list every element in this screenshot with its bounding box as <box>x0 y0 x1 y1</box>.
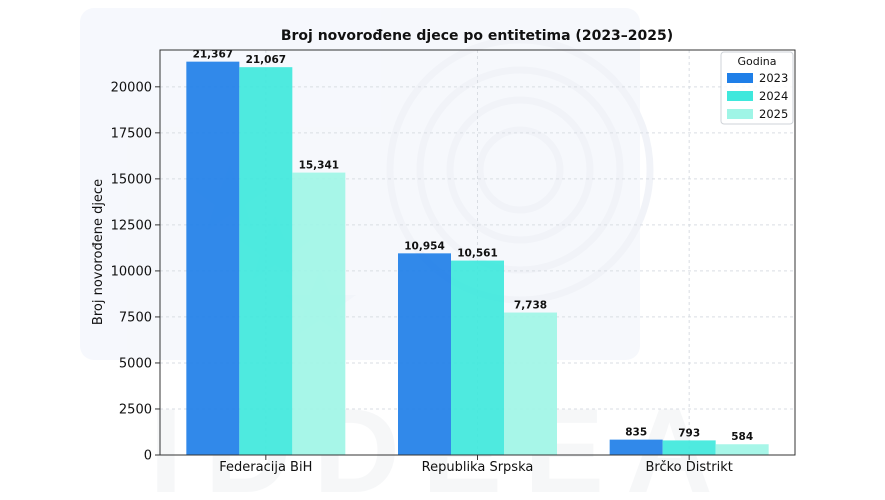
data-label: 584 <box>731 431 753 443</box>
y-tick-label: 5000 <box>119 356 152 371</box>
legend-swatch-2024 <box>727 91 753 101</box>
y-tick-label: 15000 <box>111 172 152 187</box>
legend-box <box>720 51 794 125</box>
legend-swatch-2023 <box>727 73 753 83</box>
y-tick-label: 17500 <box>111 126 152 141</box>
data-label: 10,561 <box>457 248 498 260</box>
bar-2023-0 <box>186 61 240 455</box>
y-tick-label: 12500 <box>111 218 152 233</box>
y-tick-label: 0 <box>144 449 152 464</box>
bars <box>186 61 769 456</box>
legend-swatch-2025 <box>727 109 753 119</box>
legend: Godina 2023 2024 2025 <box>720 51 794 125</box>
data-labels: 21,367 21,067 15,341 10,954 10,561 7,738 835 79… <box>193 49 754 444</box>
plot-frame <box>159 49 796 456</box>
y-tick-label: 7500 <box>119 310 152 325</box>
y-tick-label: 20000 <box>111 80 152 95</box>
legend-label: 2025 <box>759 107 788 121</box>
data-label: 793 <box>678 427 700 439</box>
bar-2025-2 <box>715 444 769 455</box>
bar-2024-0 <box>239 67 293 455</box>
y-tick-label: 10000 <box>111 264 152 279</box>
x-tick-label: Federacija BiH <box>219 460 312 475</box>
y-tick-label: 2500 <box>119 402 152 417</box>
bar-2023-1 <box>398 253 451 455</box>
x-tick-label: Republika Srpska <box>422 460 534 475</box>
legend-title: Godina <box>737 55 776 68</box>
bar-2023-2 <box>609 439 663 455</box>
x-tick-label: Brčko Distrikt <box>645 460 732 475</box>
bar-2024-2 <box>662 440 716 455</box>
bar-2025-1 <box>504 312 557 455</box>
bar-2024-1 <box>451 260 504 455</box>
data-label: 21,067 <box>246 54 287 66</box>
data-label: 835 <box>625 427 647 439</box>
data-label: 10,954 <box>404 240 445 252</box>
bar-2025-0 <box>292 172 346 456</box>
y-axis-label: Broj novorođene djece <box>91 179 106 325</box>
data-label: 15,341 <box>299 160 340 172</box>
data-label: 21,367 <box>193 49 234 61</box>
legend-label: 2023 <box>759 71 788 85</box>
legend-label: 2024 <box>759 89 788 103</box>
data-label: 7,738 <box>514 300 547 312</box>
axes: 0 2500 5000 7500 10000 12500 15000 17500 20000 Fe… <box>111 49 796 475</box>
chart-title: Broj novorođene djece po entitetima (202… <box>281 28 673 44</box>
fingerprint-icon <box>386 36 654 304</box>
